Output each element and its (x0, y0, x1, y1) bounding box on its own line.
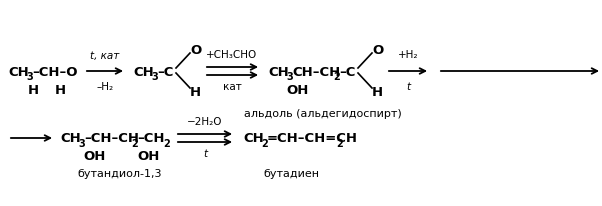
Text: H: H (372, 86, 383, 99)
Text: +CH₃CHO: +CH₃CHO (206, 50, 258, 60)
Text: –CH–CH: –CH–CH (84, 132, 139, 145)
Text: кат: кат (223, 82, 241, 91)
Text: CH: CH (268, 65, 289, 78)
Text: O: O (190, 43, 201, 56)
Text: бутадиен: бутадиен (263, 168, 319, 178)
Text: –CH: –CH (137, 132, 164, 145)
Text: H: H (190, 86, 201, 99)
Text: 3: 3 (78, 138, 85, 148)
Text: OH: OH (287, 83, 309, 96)
Text: 2: 2 (261, 138, 268, 148)
Text: 3: 3 (26, 72, 33, 82)
Text: OH: OH (84, 150, 106, 163)
Text: H: H (28, 83, 39, 96)
Text: –C: –C (339, 65, 355, 78)
Text: H: H (54, 83, 66, 96)
Text: –H₂: –H₂ (96, 82, 114, 91)
Text: t, кат: t, кат (90, 51, 120, 61)
Text: CH: CH (8, 65, 29, 78)
Text: t: t (406, 82, 410, 91)
Text: 3: 3 (286, 72, 293, 82)
Text: =CH–CH=CH: =CH–CH=CH (267, 132, 358, 145)
Text: CH–CH: CH–CH (292, 65, 340, 78)
Text: 3: 3 (151, 72, 158, 82)
Text: t: t (203, 148, 207, 158)
Text: CH: CH (60, 132, 81, 145)
Text: 2: 2 (333, 72, 340, 82)
Text: +H₂: +H₂ (398, 50, 418, 60)
Text: 2: 2 (163, 138, 170, 148)
Text: бутандиол-1,3: бутандиол-1,3 (78, 168, 163, 178)
Text: 2: 2 (131, 138, 138, 148)
Text: –C: –C (157, 65, 173, 78)
Text: −2H₂O: −2H₂O (187, 116, 223, 126)
Text: 2: 2 (336, 138, 343, 148)
Text: –CH–O: –CH–O (32, 65, 78, 78)
Text: CH: CH (243, 132, 264, 145)
Text: CH: CH (133, 65, 154, 78)
Text: OH: OH (138, 150, 160, 163)
Text: O: O (372, 43, 383, 56)
Text: альдоль (альдегидоспирт): альдоль (альдегидоспирт) (244, 109, 402, 118)
